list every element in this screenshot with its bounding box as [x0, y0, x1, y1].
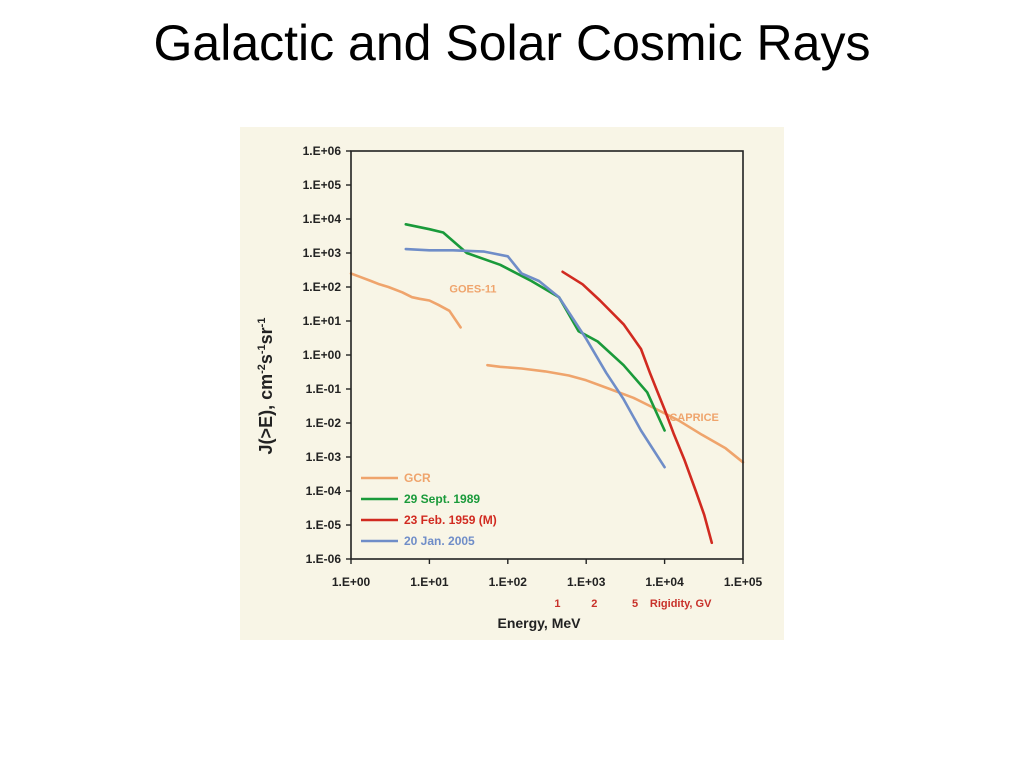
y-tick-label: 1.E+03	[303, 246, 342, 260]
rigidity-tick-label: 5	[632, 598, 638, 610]
y-tick-label: 1.E+02	[303, 280, 342, 294]
y-tick-label: 1.E-03	[306, 450, 342, 464]
series-line-20-jan-2005	[404, 247, 666, 469]
annotation-goes-11: GOES-11	[449, 284, 496, 296]
x-axis-title: Energy, MeV	[498, 615, 582, 631]
x-tick-label: 1.E+00	[332, 575, 371, 589]
legend-label: 20 Jan. 2005	[404, 534, 475, 548]
rigidity-tick-label: 2	[591, 598, 597, 610]
y-tick-label: 1.E-04	[306, 484, 342, 498]
cosmic-ray-chart: 1.E+06 1.E+05 1.E+04 1.E+03 1.E+02 1.E+01 1.E+…	[256, 144, 763, 631]
y-tick-label: 1.E-01	[306, 382, 342, 396]
rigidity-tick-label: 1	[554, 598, 560, 610]
slide-title: Galactic and Solar Cosmic Rays	[153, 15, 871, 71]
labels-layer: 1.E+06 1.E+05 1.E+04 1.E+03 1.E+02 1.E+01 1.E+…	[303, 144, 763, 610]
y-tick-label: 1.E+01	[303, 314, 342, 328]
y-tick-label: 1.E+05	[303, 178, 342, 192]
legend-label: 29 Sept. 1989	[404, 492, 480, 506]
x-tick-label: 1.E+02	[489, 575, 528, 589]
y-tick-label: 1.E-05	[306, 518, 342, 532]
legend: GCR 29 Sept. 1989 23 Feb. 1959 (M) 20 Jan. …	[361, 471, 497, 548]
y-axis-title: J(>E), cm-2s-1sr-1	[256, 318, 276, 455]
legend-label: GCR	[404, 471, 431, 485]
rigidity-axis-title: Rigidity, GV	[650, 598, 712, 610]
annotation-caprice: CAPRICE	[669, 412, 719, 424]
y-tick-label: 1.E+00	[303, 348, 342, 362]
x-tick-label: 1.E+03	[567, 575, 606, 589]
ticks-layer	[346, 150, 744, 564]
y-tick-label: 1.E-02	[306, 416, 342, 430]
y-tick-label: 1.E+06	[303, 144, 342, 158]
series-layer	[349, 223, 745, 545]
x-tick-label: 1.E+04	[645, 575, 684, 589]
figure-panel: 1.E+06 1.E+05 1.E+04 1.E+03 1.E+02 1.E+01 1.E+…	[240, 127, 784, 640]
y-tick-label: 1.E-06	[306, 552, 342, 566]
series-line-gcr	[486, 363, 745, 464]
series-line-gcr	[349, 272, 462, 329]
x-tick-label: 1.E+01	[410, 575, 449, 589]
x-tick-label: 1.E+05	[724, 575, 763, 589]
series-line-29-sept-1989	[404, 223, 666, 432]
y-tick-label: 1.E+04	[303, 212, 342, 226]
series-line-23-feb-1959-m	[561, 270, 714, 545]
legend-label: 23 Feb. 1959 (M)	[404, 513, 497, 527]
